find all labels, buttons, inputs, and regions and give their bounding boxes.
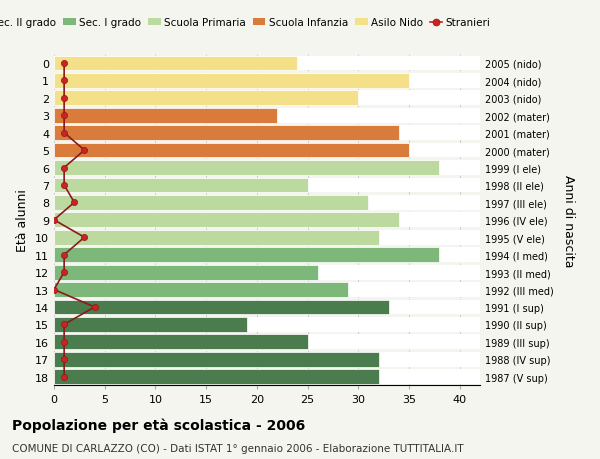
Bar [54, 196, 368, 210]
Point [80, 147, 89, 154]
Bar [54, 335, 480, 349]
Bar [54, 335, 308, 349]
Legend: Sec. II grado, Sec. I grado, Scuola Primaria, Scuola Infanzia, Asilo Nido, Stran: Sec. II grado, Sec. I grado, Scuola Prim… [0, 14, 494, 32]
Bar [54, 178, 480, 193]
Text: Popolazione per età scolastica - 2006: Popolazione per età scolastica - 2006 [12, 418, 305, 432]
Bar [54, 196, 480, 210]
Bar [54, 56, 480, 71]
Y-axis label: Età alunni: Età alunni [16, 189, 29, 252]
Point [49, 217, 59, 224]
Bar [54, 91, 480, 106]
Point [59, 182, 69, 189]
Bar [54, 282, 480, 297]
Bar [54, 317, 480, 332]
Point [59, 269, 69, 276]
Point [80, 234, 89, 241]
Bar [54, 126, 480, 141]
Bar [54, 109, 480, 123]
Bar [54, 369, 480, 384]
Bar [54, 300, 480, 315]
Point [59, 164, 69, 172]
Point [59, 321, 69, 328]
Text: COMUNE DI CARLAZZO (CO) - Dati ISTAT 1° gennaio 2006 - Elaborazione TUTTITALIA.I: COMUNE DI CARLAZZO (CO) - Dati ISTAT 1° … [12, 443, 464, 453]
Bar [54, 74, 409, 89]
Point [49, 286, 59, 294]
Bar [54, 282, 348, 297]
Bar [54, 213, 399, 228]
Point [59, 338, 69, 346]
Point [59, 130, 69, 137]
Point [59, 95, 69, 102]
Bar [54, 300, 389, 315]
Bar [54, 161, 439, 175]
Bar [54, 91, 358, 106]
Bar [54, 369, 379, 384]
Bar [54, 265, 480, 280]
Bar [54, 230, 480, 245]
Bar [54, 74, 480, 89]
Point [59, 252, 69, 259]
Point [59, 112, 69, 120]
Bar [54, 265, 318, 280]
Bar [54, 352, 480, 367]
Bar [54, 143, 480, 158]
Point [90, 303, 100, 311]
Bar [54, 109, 277, 123]
Bar [54, 230, 379, 245]
Point [59, 78, 69, 85]
Bar [54, 248, 480, 263]
Bar [54, 213, 480, 228]
Y-axis label: Anni di nascita: Anni di nascita [562, 174, 575, 267]
Bar [54, 126, 399, 141]
Point [59, 356, 69, 363]
Bar [54, 161, 480, 175]
Point [59, 373, 69, 381]
Bar [54, 178, 308, 193]
Bar [54, 56, 298, 71]
Bar [54, 248, 439, 263]
Bar [54, 317, 247, 332]
Bar [54, 143, 409, 158]
Bar [54, 352, 379, 367]
Point [70, 199, 79, 207]
Point [59, 60, 69, 67]
